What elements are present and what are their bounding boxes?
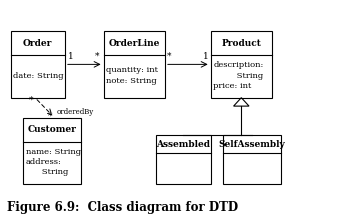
Text: name: String
address:
      String: name: String address: String	[26, 148, 81, 176]
Text: *: *	[29, 96, 33, 105]
Text: Figure 6.9:  Class diagram for DTD: Figure 6.9: Class diagram for DTD	[7, 201, 238, 214]
Text: 1: 1	[68, 52, 74, 61]
Text: date: String: date: String	[13, 71, 64, 79]
Text: Product: Product	[221, 39, 261, 48]
Bar	[223, 135, 281, 184]
Bar	[156, 135, 211, 184]
Text: description:
         String
price: int: description: String price: int	[213, 61, 264, 90]
Text: *: *	[167, 52, 171, 61]
Text: *: *	[48, 112, 52, 121]
Text: orderedBy: orderedBy	[57, 108, 94, 116]
Text: Order: Order	[23, 39, 52, 48]
Text: OrderLine: OrderLine	[108, 39, 160, 48]
Bar	[11, 31, 65, 98]
Text: *: *	[95, 52, 100, 61]
Bar	[104, 31, 165, 98]
Bar	[23, 118, 81, 184]
Bar	[211, 31, 272, 98]
Text: Assembled: Assembled	[157, 140, 210, 149]
Text: 1: 1	[203, 52, 208, 61]
Text: SelfAssembly: SelfAssembly	[218, 140, 285, 149]
Text: Customer: Customer	[27, 125, 76, 134]
Text: quantity: int
note: String: quantity: int note: String	[106, 66, 158, 85]
